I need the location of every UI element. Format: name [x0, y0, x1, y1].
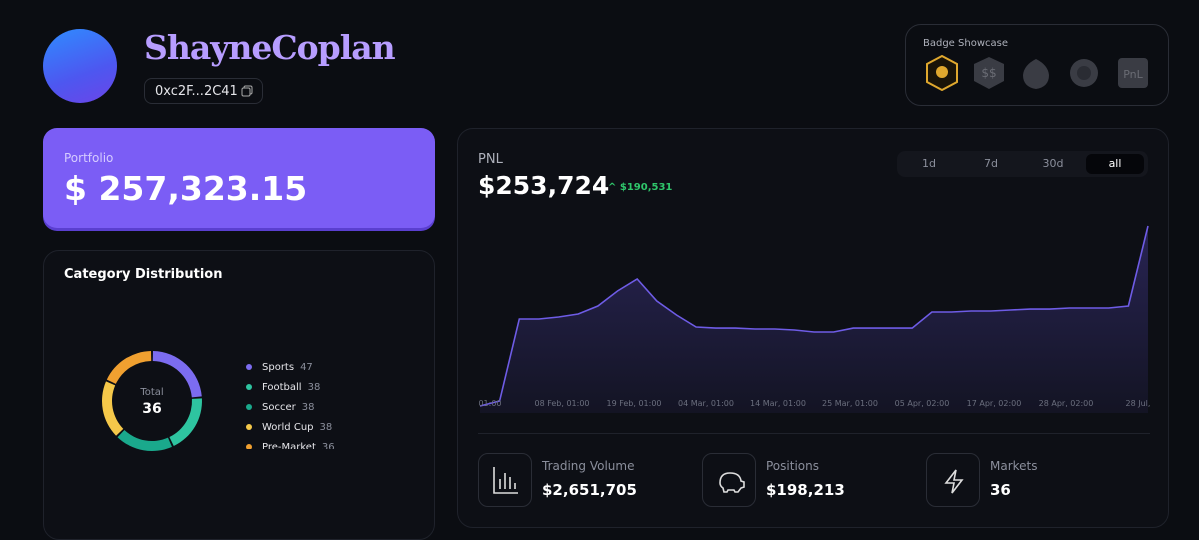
pnl-line [479, 225, 1149, 407]
donut-segment [102, 381, 124, 436]
legend-item: Football 38 [246, 377, 396, 397]
legend-value: 38 [319, 421, 333, 433]
divider [478, 433, 1150, 434]
legend-value: 38 [307, 381, 321, 393]
legend-item: Sports 47 [246, 357, 396, 377]
legend-name: Football [262, 381, 302, 393]
legend-item: Pre-Market 36 [246, 437, 396, 449]
pnl-card: PNL $253,724 ^ $190,531 1d 7d 30d all 01:00… [457, 128, 1169, 528]
x-tick-label: 17 Apr, 02:00 [967, 399, 1022, 408]
donut-segment [169, 398, 202, 447]
category-title: Category Distribution [64, 267, 223, 282]
stat-label: Markets [990, 459, 1038, 473]
icon [719, 472, 745, 493]
area-fill [480, 226, 1148, 413]
donut-segment [106, 351, 152, 384]
badges: $$ PnL [926, 55, 1148, 91]
x-tick-label: 08 Feb, 01:00 [534, 399, 589, 408]
address: 0xc2F...2C41 [155, 84, 238, 99]
pnl-label: PNL [478, 152, 503, 167]
stat-value: $198,213 [766, 481, 845, 499]
total-value: 36 [142, 401, 162, 417]
stat-value: 36 [990, 481, 1011, 499]
pnl-change-value: $190,531 [619, 182, 673, 193]
avatar [43, 29, 117, 103]
badge-showcase: Badge Showcase $$ PnL [905, 24, 1169, 106]
x-tick-label: 01:00 [478, 399, 501, 408]
x-tick-label: 04 Mar, 01:00 [678, 399, 734, 408]
x-tick-label: 05 Apr, 02:00 [895, 399, 950, 408]
legend-dot [246, 364, 252, 370]
legend-item: Soccer 38 [246, 397, 396, 417]
portfolio-label: Portfolio [64, 151, 114, 165]
pnl-value: $253,724 [478, 171, 610, 200]
stat-label: Trading Volume [542, 459, 635, 473]
stat-icon [478, 453, 532, 507]
legend-dot [246, 404, 252, 410]
stat-icon [702, 453, 756, 507]
stat-value: $2,651,705 [542, 481, 637, 499]
username: ShayneCoplan [144, 28, 396, 67]
portfolio-value: $ 257,323.15 [64, 169, 308, 208]
svg-text:PnL: PnL [1123, 68, 1143, 81]
stat-label: Positions [766, 459, 819, 473]
stat-icon [926, 453, 980, 507]
legend-name: Sports [262, 361, 295, 373]
range-tabs: 1d 7d 30d all [897, 151, 1148, 177]
address-pill[interactable]: 0xc2F...2C41 [144, 78, 263, 104]
x-tick-label: 28 Apr, 02:00 [1039, 399, 1094, 408]
range-tab[interactable]: all [1086, 154, 1144, 174]
range-tab[interactable]: 30d [1042, 157, 1064, 170]
donut-segment [117, 429, 172, 451]
legend-value: 38 [301, 401, 315, 413]
badge-title: Badge Showcase [923, 38, 1008, 49]
pnl-chart: 01:00 08 Feb, 01:00 19 Feb, 01:00 04 Mar, 0… [478, 225, 1150, 413]
icon [944, 469, 964, 494]
legend-name: Pre-Market [262, 441, 316, 450]
x-tick-label: 28 Jul, [1126, 399, 1150, 408]
legend-dot [246, 384, 252, 390]
legend-value: 36 [321, 441, 335, 450]
legend-dot [246, 444, 252, 449]
category-card: Category Distribution Total 36 Sports 47 F… [43, 250, 435, 540]
legend-item: World Cup 38 [246, 417, 396, 437]
legend: Sports 47 Football 38 Soccer 38 World Cup 38 Pre… [246, 357, 396, 449]
donut-segment [152, 351, 202, 398]
pnl-change: ^ $190,531 [608, 182, 673, 193]
legend-value: 47 [300, 361, 313, 373]
total-label: Total [140, 387, 164, 398]
range-tab[interactable]: 7d [984, 157, 998, 170]
donut [102, 351, 202, 451]
legend-name: Soccer [262, 401, 296, 413]
x-tick-label: 19 Feb, 01:00 [606, 399, 661, 408]
page: ShayneCoplan 0xc2F...2C41 Badge Showcase… [43, 24, 1169, 540]
icon [493, 467, 518, 494]
x-tick-label: 25 Mar, 01:00 [822, 399, 878, 408]
legend-name: World Cup [262, 421, 314, 433]
range-tab[interactable]: 1d [922, 157, 936, 170]
portfolio-card: Portfolio $ 257,323.15 [43, 128, 435, 228]
legend-dot [246, 424, 252, 430]
copy-icon [241, 85, 253, 97]
x-tick-label: 14 Mar, 01:00 [750, 399, 806, 408]
svg-text:$$: $$ [981, 66, 996, 80]
